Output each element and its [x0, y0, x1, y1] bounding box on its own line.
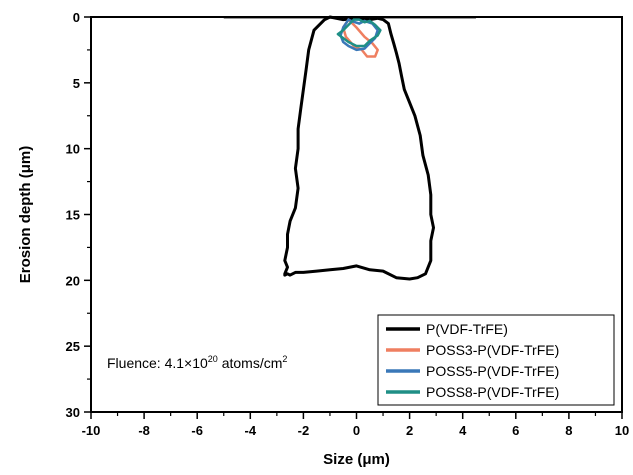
data-layer [223, 15, 476, 281]
x-tick-label: -4 [245, 423, 257, 438]
y-tick-label: 20 [66, 273, 80, 288]
fluence-unit: atoms/cm [218, 355, 283, 371]
y-tick-label: 0 [73, 10, 80, 25]
series-line-1 [283, 15, 435, 281]
legend-label-4: POSS8-P(VDF-TrFE) [426, 384, 559, 400]
x-tick-label: -10 [82, 423, 101, 438]
x-tick-label: 10 [615, 423, 629, 438]
x-tick-label: 4 [459, 423, 467, 438]
x-axis-title: Size (μm) [323, 451, 390, 468]
series-line-4 [336, 18, 382, 48]
x-tick-label: -6 [191, 423, 203, 438]
y-tick-label: 5 [73, 76, 80, 91]
x-tick-label: 6 [512, 423, 519, 438]
y-tick-label: 15 [66, 208, 80, 223]
legend-label-3: POSS5-P(VDF-TrFE) [426, 363, 559, 379]
fluence-prefix: Fluence: 4.1×10 [107, 355, 208, 371]
legend-label-1: P(VDF-TrFE) [426, 321, 508, 337]
y-tick-label: 30 [66, 405, 80, 420]
x-tick-label: 8 [565, 423, 572, 438]
fluence-unit-exponent: 2 [282, 354, 287, 364]
legend: P(VDF-TrFE) POSS3-P(VDF-TrFE) POSS5-P(VDF-… [377, 314, 615, 406]
y-axis-title: Erosion depth (μm) [17, 146, 34, 284]
y-tick-label: 10 [66, 142, 80, 157]
x-tick-label: 0 [353, 423, 360, 438]
axis-layer: -10 -8 -6 -4 -2 0 2 4 6 8 10 0 5 10 15 20 25 30 [66, 10, 630, 438]
y-tick-label: 25 [66, 339, 80, 354]
x-tick-label: 2 [406, 423, 413, 438]
fluence-exponent: 20 [208, 354, 218, 364]
legend-label-2: POSS3-P(VDF-TrFE) [426, 342, 559, 358]
x-tick-label: -2 [298, 423, 310, 438]
fluence-annotation: Fluence: 4.1×1020 atoms/cm2 [107, 354, 287, 371]
series-line-2 [341, 18, 379, 58]
x-tick-label: -8 [138, 423, 150, 438]
